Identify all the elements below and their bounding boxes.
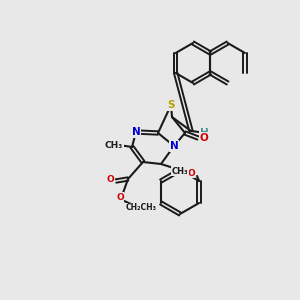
Text: N: N bbox=[132, 127, 140, 137]
Text: O: O bbox=[187, 169, 195, 178]
Text: CH₂CH₃: CH₂CH₃ bbox=[125, 203, 157, 212]
Text: O: O bbox=[200, 133, 208, 143]
Text: H: H bbox=[200, 128, 208, 138]
Text: S: S bbox=[167, 100, 175, 110]
Text: O: O bbox=[106, 175, 114, 184]
Text: CH₃: CH₃ bbox=[105, 140, 123, 149]
Text: N: N bbox=[169, 141, 178, 151]
Text: O: O bbox=[116, 193, 124, 202]
Text: CH₃: CH₃ bbox=[172, 167, 188, 176]
